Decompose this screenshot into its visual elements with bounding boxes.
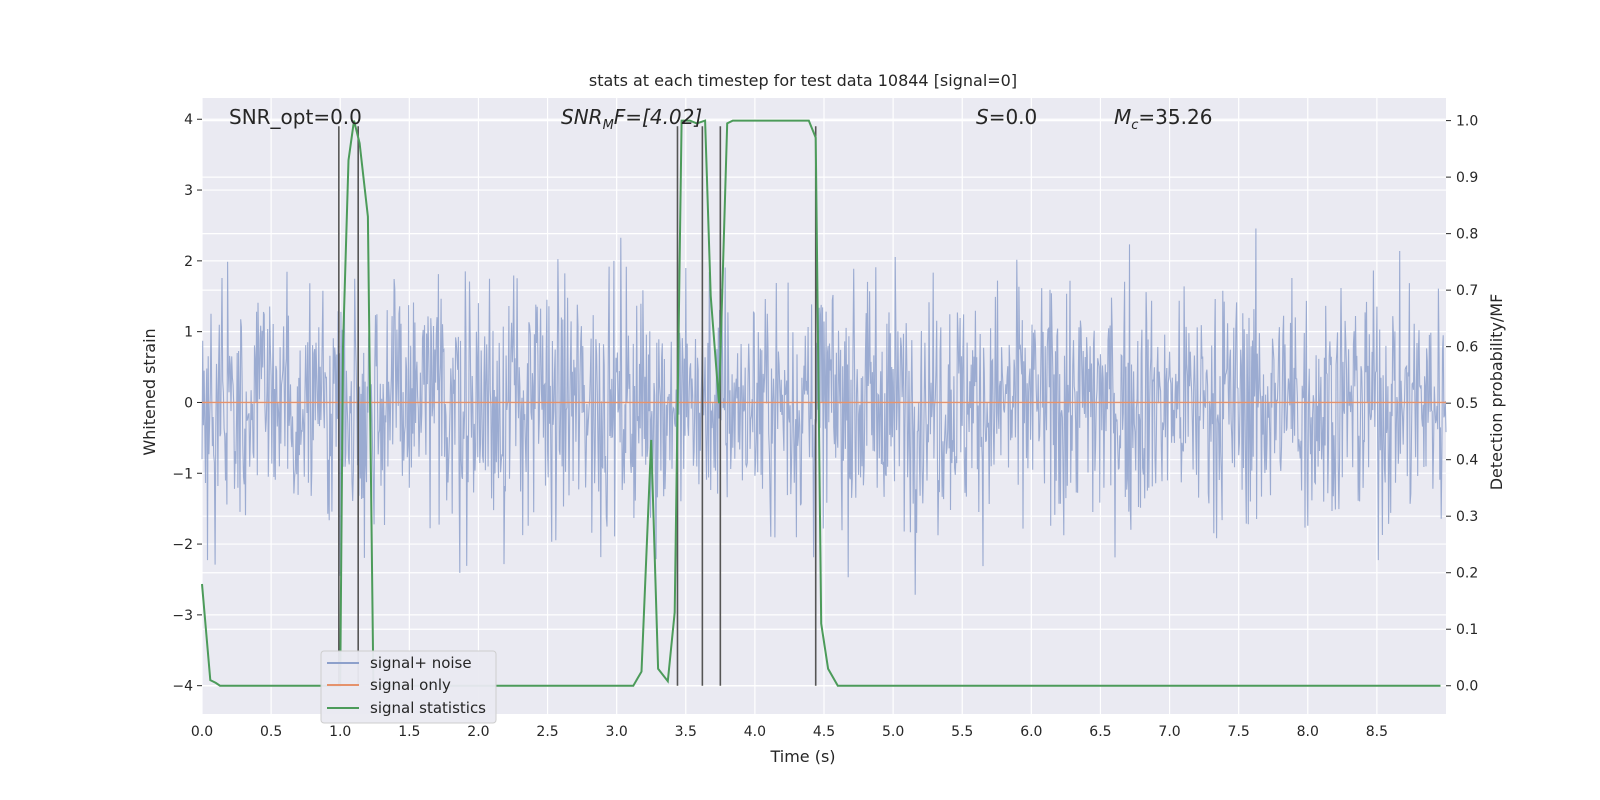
x-tick-label: 0.5 <box>260 724 282 740</box>
x-tick-label: 6.0 <box>1020 724 1042 740</box>
legend-label-signal-only: signal only <box>370 676 451 694</box>
x-tick-label: 0.0 <box>191 724 213 740</box>
y-axis-label-right: Detection probability/MF <box>1487 294 1506 491</box>
y-tick-label-right: 1.0 <box>1456 114 1478 130</box>
y-tick-label: 2 <box>184 254 193 270</box>
series-signal-noise <box>201 228 1447 595</box>
series-signal-statistics <box>201 119 1441 687</box>
annotation-snr-opt: SNR_opt=0.0 <box>229 105 362 129</box>
x-axis-label: Time (s) <box>769 747 835 766</box>
y-axis-label: Whitened strain <box>140 328 159 455</box>
x-tick-label: 3.0 <box>606 724 628 740</box>
chart-title: stats at each timestep for test data 108… <box>589 71 1017 90</box>
x-tick-label: 3.5 <box>675 724 697 740</box>
x-tick-label: 8.5 <box>1366 724 1388 740</box>
annotation-snr-mf: SNRMF=[4.02] <box>561 105 702 133</box>
y-tick-label-right: 0.4 <box>1456 453 1478 469</box>
y-tick-label-right: 0.1 <box>1456 622 1478 638</box>
y-tick-label-right: 0.5 <box>1456 396 1478 412</box>
y-tick-label: −1 <box>172 466 193 482</box>
x-tick-label: 1.5 <box>398 724 420 740</box>
x-tick-label: 8.0 <box>1297 724 1319 740</box>
x-tick-label: 4.5 <box>813 724 835 740</box>
y-tick-label-right: 0.7 <box>1456 283 1478 299</box>
annotation-s: S=0.0 <box>976 105 1037 129</box>
y-tick-label: −4 <box>172 679 193 695</box>
y-tick-label-right: 0.0 <box>1456 679 1478 695</box>
y-tick-label: −2 <box>172 537 193 553</box>
y-tick-label: 1 <box>184 325 193 341</box>
x-tick-label: 2.5 <box>536 724 558 740</box>
y-tick-label-right: 0.9 <box>1456 170 1478 186</box>
legend: signal+ noise signal only signal statist… <box>320 650 497 724</box>
x-tick-label: 6.5 <box>1089 724 1111 740</box>
y-tick-label-right: 0.3 <box>1456 509 1478 525</box>
x-tick-label: 5.0 <box>882 724 904 740</box>
y-tick-label-right: 0.6 <box>1456 340 1478 356</box>
annotation-mc: Mc=35.26 <box>1114 105 1212 133</box>
legend-box <box>320 650 497 724</box>
x-tick-label: 4.0 <box>744 724 766 740</box>
x-tick-label: 5.5 <box>951 724 973 740</box>
x-tick-label: 1.0 <box>329 724 351 740</box>
y-tick-label: −3 <box>172 608 193 624</box>
y-tick-label-right: 0.2 <box>1456 566 1478 582</box>
y-tick-label-right: 0.8 <box>1456 227 1478 243</box>
x-tick-label: 2.0 <box>467 724 489 740</box>
x-tick-label: 7.5 <box>1228 724 1250 740</box>
y-tick-label: 0 <box>184 395 193 411</box>
legend-label-signal-noise: signal+ noise <box>370 654 472 672</box>
y-tick-label: 3 <box>184 183 193 199</box>
y-tick-label: 4 <box>184 112 193 128</box>
x-tick-label: 7.0 <box>1158 724 1180 740</box>
legend-label-signal-statistics: signal statistics <box>370 699 486 717</box>
